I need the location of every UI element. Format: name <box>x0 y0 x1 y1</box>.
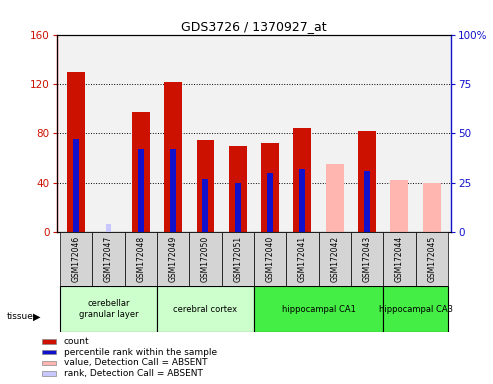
Bar <box>125 232 157 286</box>
Text: GSM172049: GSM172049 <box>169 236 177 282</box>
Bar <box>221 232 254 286</box>
Text: GSM172050: GSM172050 <box>201 236 210 282</box>
Text: hippocampal CA3: hippocampal CA3 <box>379 305 453 314</box>
Bar <box>197 140 214 232</box>
Bar <box>132 113 150 232</box>
Bar <box>383 232 416 286</box>
Bar <box>67 72 85 232</box>
Bar <box>383 286 448 332</box>
Bar <box>41 361 56 365</box>
Text: cerebral cortex: cerebral cortex <box>174 305 238 314</box>
Bar <box>318 232 351 286</box>
Text: value, Detection Call = ABSENT: value, Detection Call = ABSENT <box>64 358 208 367</box>
Bar <box>293 129 311 232</box>
Bar <box>286 232 318 286</box>
Text: ▶: ▶ <box>33 312 40 322</box>
Bar <box>326 164 344 232</box>
Bar <box>203 179 209 232</box>
Bar <box>138 149 143 232</box>
Bar <box>423 183 441 232</box>
Text: tissue: tissue <box>6 312 34 321</box>
Bar <box>41 339 56 344</box>
Text: GSM172048: GSM172048 <box>136 236 145 282</box>
Bar <box>364 171 370 232</box>
Bar <box>261 143 279 232</box>
Bar <box>170 149 176 232</box>
Bar <box>358 131 376 232</box>
Bar <box>106 224 111 232</box>
Bar <box>41 371 56 376</box>
Bar <box>299 169 305 232</box>
Bar <box>416 232 448 286</box>
Text: GSM172040: GSM172040 <box>266 236 275 282</box>
Bar <box>157 232 189 286</box>
Bar <box>60 286 157 332</box>
Text: GSM172051: GSM172051 <box>233 236 242 282</box>
Text: count: count <box>64 337 89 346</box>
Bar <box>73 139 79 232</box>
Bar <box>235 183 241 232</box>
Text: GSM172047: GSM172047 <box>104 236 113 282</box>
Bar <box>254 286 383 332</box>
Title: GDS3726 / 1370927_at: GDS3726 / 1370927_at <box>181 20 327 33</box>
Text: percentile rank within the sample: percentile rank within the sample <box>64 348 217 357</box>
Text: GSM172046: GSM172046 <box>71 236 80 282</box>
Bar <box>189 232 221 286</box>
Text: GSM172045: GSM172045 <box>427 236 436 282</box>
Text: GSM172043: GSM172043 <box>362 236 372 282</box>
Bar <box>41 350 56 354</box>
Bar <box>390 180 408 232</box>
Text: rank, Detection Call = ABSENT: rank, Detection Call = ABSENT <box>64 369 203 378</box>
Bar <box>157 286 254 332</box>
Bar <box>229 146 246 232</box>
Text: GSM172042: GSM172042 <box>330 236 339 282</box>
Bar <box>351 232 383 286</box>
Bar <box>267 173 273 232</box>
Text: GSM172044: GSM172044 <box>395 236 404 282</box>
Bar <box>60 232 92 286</box>
Bar <box>92 232 125 286</box>
Text: GSM172041: GSM172041 <box>298 236 307 282</box>
Bar <box>164 81 182 232</box>
Text: cerebellar
granular layer: cerebellar granular layer <box>78 300 138 319</box>
Text: hippocampal CA1: hippocampal CA1 <box>282 305 355 314</box>
Bar <box>254 232 286 286</box>
